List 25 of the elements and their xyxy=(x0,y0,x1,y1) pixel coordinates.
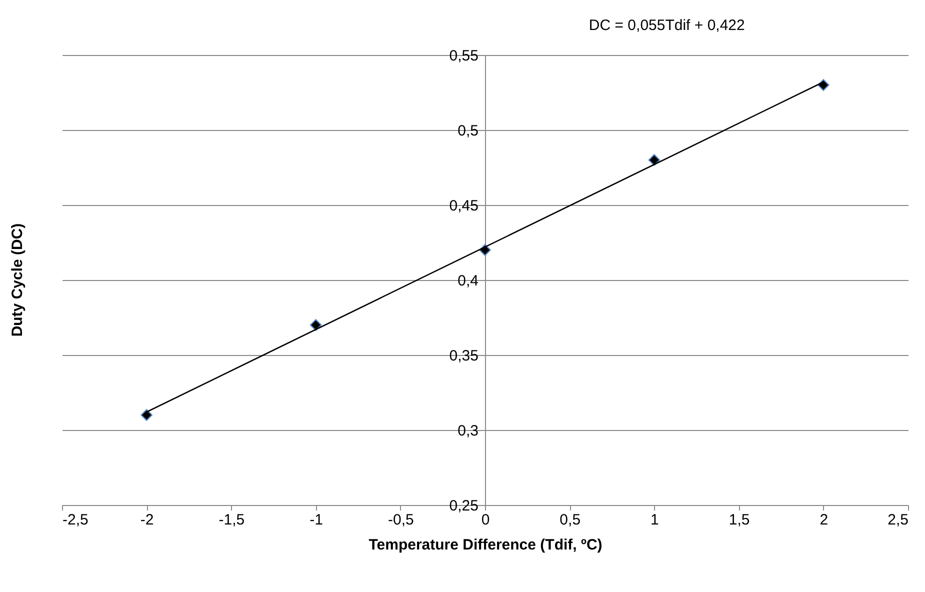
y-tick-label: 0,45 xyxy=(449,198,478,214)
y-tick-label: 0,3 xyxy=(458,422,478,440)
x-tick-label: 0 xyxy=(481,512,490,528)
y-tick-label: 0,35 xyxy=(449,348,478,364)
y-tick-label: 0,25 xyxy=(449,498,478,514)
x-tick-label: -1,5 xyxy=(218,512,245,528)
x-tick-label: -2,5 xyxy=(62,512,88,528)
x-tick-label: 1 xyxy=(650,512,659,528)
point xyxy=(479,244,491,256)
x-axis-title: Temperature Difference (Tdif, ºC) xyxy=(368,536,602,554)
y-tick-label: 0,55 xyxy=(449,48,478,64)
point xyxy=(310,319,322,331)
x-tick-label: -2 xyxy=(140,512,154,528)
x-tick-label: 1,5 xyxy=(728,512,750,528)
x-tick-label: -0,5 xyxy=(388,512,414,528)
x-tick-label: -1 xyxy=(310,512,323,528)
y-tick-label: 0,4 xyxy=(458,272,478,290)
point xyxy=(140,409,152,421)
y-axis-title: Duty Cycle (DC) xyxy=(9,223,26,337)
text: DC = 0,055Tdif + 0,422 xyxy=(588,17,745,34)
y-tick-label: 0,5 xyxy=(458,122,478,140)
x-tick-label: 2,5 xyxy=(888,512,908,528)
x-tick-label: 2 xyxy=(820,512,828,528)
point xyxy=(648,154,660,166)
x-tick-label: 0,5 xyxy=(560,512,581,528)
